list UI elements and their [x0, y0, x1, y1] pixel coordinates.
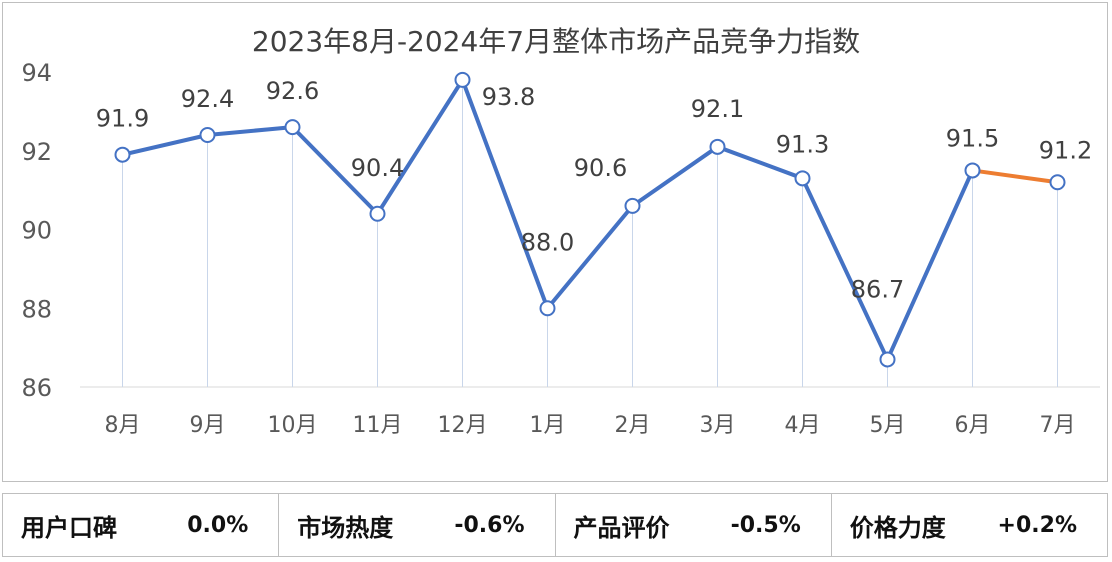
- series-line-segment: [545, 203, 635, 311]
- series-line-segment: [970, 168, 1060, 185]
- line-chart: 86 88 90 92 94 8月 9月 10月 11月 12月 1月 2月 3月 4月 5月 6月 7月 91.…: [21, 59, 1100, 438]
- metric-value: -0.6%: [454, 512, 525, 538]
- x-tick-label: 4月: [785, 413, 821, 438]
- data-point: [199, 127, 216, 143]
- metric-product-rating: 产品评价 -0.5%: [556, 494, 832, 556]
- series-line-segment: [205, 125, 295, 137]
- x-tick-label: 6月: [955, 413, 991, 438]
- y-tick-label: 90: [21, 217, 52, 245]
- data-point: [709, 138, 726, 155]
- data-point: [454, 71, 471, 88]
- data-label: 88.0: [521, 228, 574, 256]
- y-tick-label: 86: [21, 374, 52, 402]
- series-line-segment: [290, 125, 380, 216]
- data-point: [369, 205, 386, 222]
- data-point: [964, 162, 981, 179]
- metric-value: +0.2%: [997, 512, 1077, 538]
- x-tick-label: 10月: [268, 413, 318, 438]
- metrics-row: 用户口碑 0.0% 市场热度 -0.6% 产品评价 -0.5% 价格力度 +0.…: [2, 493, 1108, 557]
- x-tick-label: 8月: [105, 413, 141, 438]
- data-point: [1049, 174, 1066, 191]
- series-line-segment: [800, 176, 890, 362]
- metric-price-strength: 价格力度 +0.2%: [832, 494, 1107, 556]
- chart-frame: [2, 2, 1108, 482]
- data-label: 93.8: [482, 83, 535, 111]
- x-tick-label: 3月: [700, 413, 736, 438]
- x-tick-label: 9月: [190, 413, 226, 438]
- data-label: 92.6: [266, 77, 319, 105]
- y-tick-label: 94: [21, 59, 52, 87]
- series-line-segment: [460, 77, 550, 311]
- x-tick-label: 11月: [353, 413, 403, 438]
- data-label: 90.4: [351, 154, 404, 182]
- series-line-segment: [885, 168, 975, 362]
- metric-value: -0.5%: [730, 512, 801, 538]
- metric-user-reviews: 用户口碑 0.0%: [3, 494, 280, 556]
- data-label: 90.6: [574, 154, 627, 182]
- data-label: 91.3: [776, 130, 829, 158]
- x-tick-label: 7月: [1040, 413, 1076, 438]
- x-tick-label: 5月: [870, 413, 906, 438]
- x-tick-label: 12月: [438, 413, 488, 438]
- metric-market-heat: 市场热度 -0.6%: [279, 494, 556, 556]
- data-point: [539, 300, 556, 317]
- x-tick-label: 2月: [615, 413, 651, 438]
- metric-label: 用户口碑: [21, 513, 117, 542]
- series-line-segment: [375, 77, 465, 216]
- y-tick-label: 92: [21, 138, 52, 166]
- data-point: [794, 170, 811, 187]
- chart-title: 2023年8月-2024年7月整体市场产品竞争力指数: [251, 25, 861, 58]
- metric-label: 价格力度: [849, 513, 946, 542]
- series-line-segment: [120, 133, 210, 157]
- data-label: 91.2: [1039, 136, 1092, 164]
- data-point: [624, 197, 641, 214]
- series-line-segment: [715, 144, 805, 181]
- data-point: [114, 146, 131, 163]
- series-line-segment: [630, 144, 720, 208]
- data-label: 86.7: [851, 275, 904, 303]
- data-point: [879, 351, 896, 368]
- x-tick-label: 1月: [530, 413, 566, 438]
- data-label: 91.9: [96, 105, 149, 133]
- data-label: 92.1: [691, 95, 744, 123]
- metric-label: 产品评价: [573, 513, 670, 542]
- data-label: 91.5: [946, 124, 999, 152]
- metric-label: 市场热度: [297, 513, 394, 542]
- data-point: [284, 119, 301, 136]
- y-tick-label: 88: [21, 295, 52, 323]
- metric-value: 0.0%: [187, 512, 249, 538]
- data-label: 92.4: [181, 85, 234, 113]
